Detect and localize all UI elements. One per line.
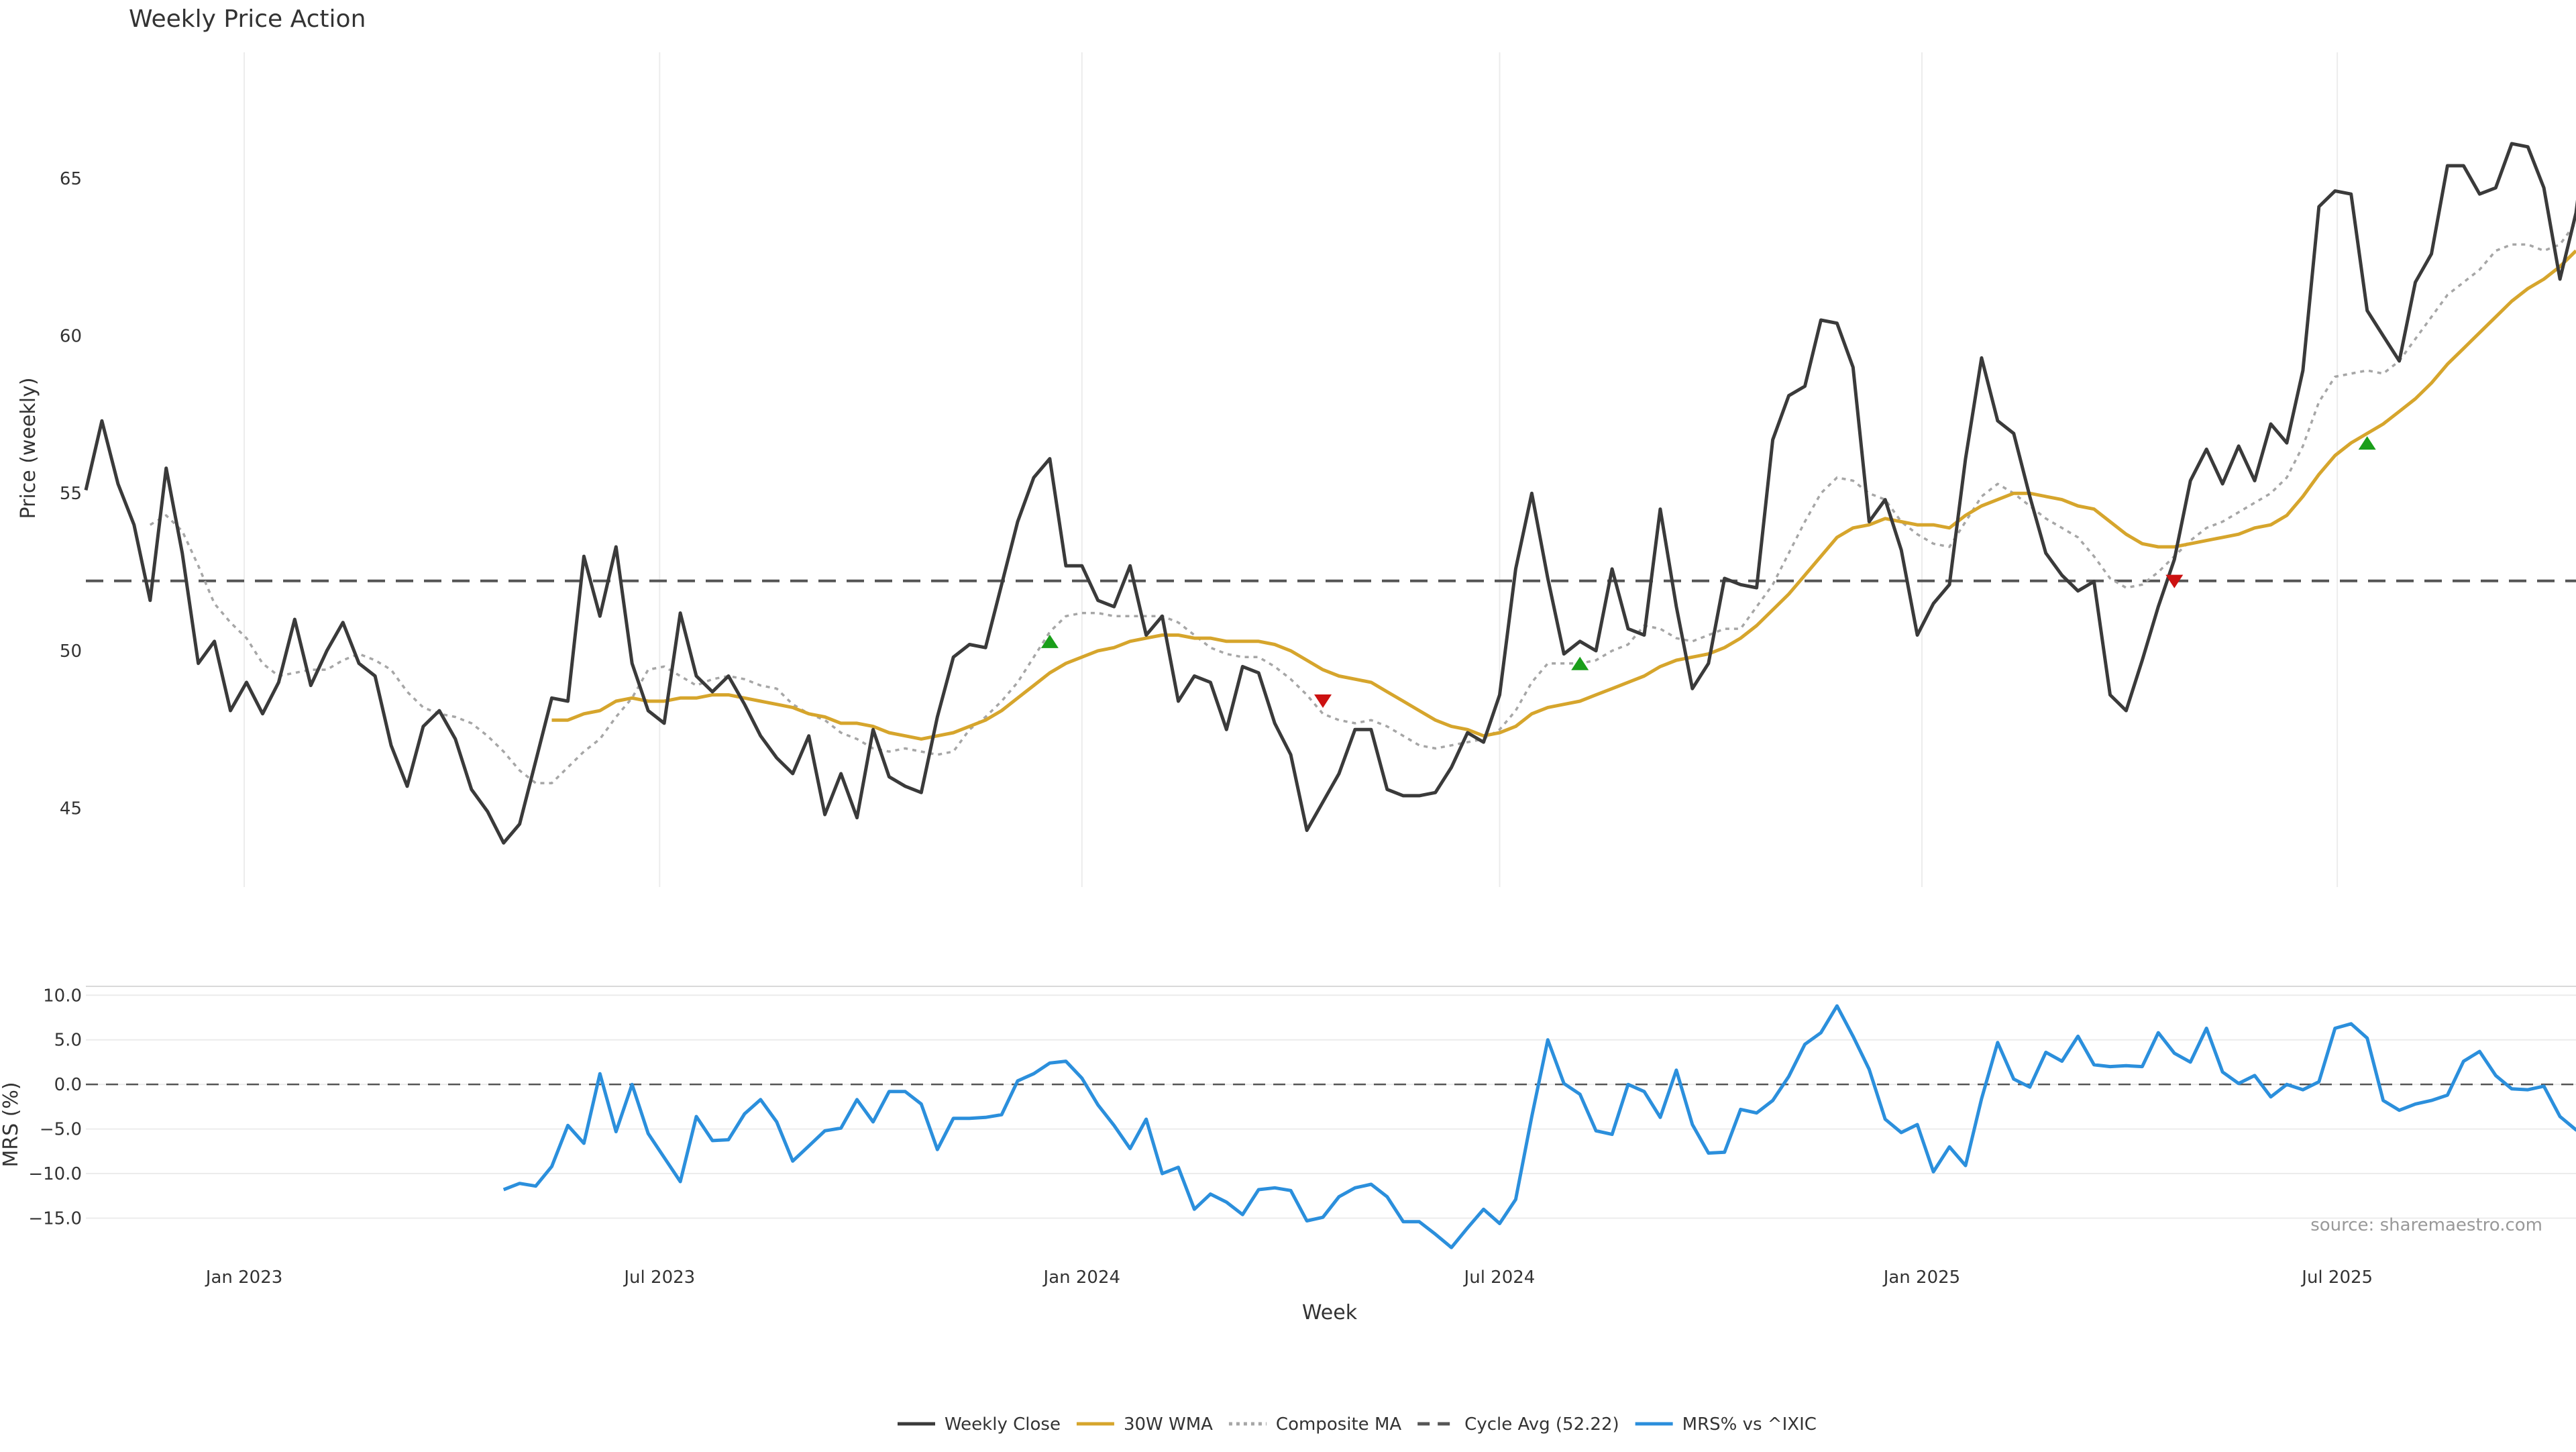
price-y-tick-label: 50 [60, 641, 82, 662]
x-tick-label: Jan 2025 [1882, 1267, 1961, 1288]
legend-item-label: MRS% vs ^IXIC [1682, 1414, 1817, 1435]
price-y-tick-label: 60 [60, 326, 82, 346]
legend-item-label: Composite MA [1276, 1414, 1401, 1435]
price-y-tick-label: 65 [60, 169, 82, 189]
buy-signal-marker [1571, 657, 1589, 670]
x-tick-label: Jul 2025 [2300, 1267, 2373, 1288]
mrs-y-tick-label: 5.0 [54, 1031, 82, 1051]
x-axis-ticks: Jan 2023 Jul 2023 Jan 2024 Jul 2024 Jan 2025… [205, 1267, 2373, 1288]
chart-title: Weekly Price Action [129, 5, 366, 33]
mrs-series-layer [504, 1006, 2576, 1247]
x-axis-title: Week [1302, 1301, 1358, 1325]
legend-item-label: 30W WMA [1124, 1414, 1213, 1435]
mrs-y-ticks: 10.0 5.0 0.0 −5.0 −10.0 −15.0 [28, 986, 82, 1229]
x-tick-label: Jan 2023 [205, 1267, 283, 1288]
mrs-grid [86, 986, 2576, 1218]
mrs-y-axis-title: MRS (%) [0, 1082, 23, 1167]
wma-30w-line [552, 251, 2576, 739]
legend-item-label: Cycle Avg (52.22) [1464, 1414, 1619, 1435]
legend: Weekly Close 30W WMA Composite MA Cycle Avg… [898, 1414, 1817, 1435]
x-tick-label: Jul 2024 [1463, 1267, 1536, 1288]
weekly-close-line [86, 87, 2576, 843]
mrs-y-tick-label: 0.0 [54, 1075, 82, 1095]
composite-ma-line [150, 223, 2576, 784]
price-y-axis-title: Price (weekly) [17, 377, 40, 519]
mrs-line [504, 1006, 2576, 1247]
price-y-tick-label: 45 [60, 799, 82, 819]
x-tick-label: Jan 2024 [1042, 1267, 1121, 1288]
x-tick-label: Jul 2023 [623, 1267, 695, 1288]
mrs-y-tick-label: −10.0 [28, 1164, 82, 1184]
mrs-y-tick-label: −5.0 [40, 1120, 82, 1140]
price-series-layer [86, 87, 2576, 843]
legend-item-label: Weekly Close [945, 1414, 1061, 1435]
mrs-y-tick-label: −15.0 [28, 1208, 82, 1229]
mrs-y-tick-label: 10.0 [43, 986, 82, 1006]
price-y-ticks: 45 50 55 60 65 [60, 169, 82, 819]
source-note: source: sharemaestro.com [2310, 1215, 2542, 1235]
price-y-tick-label: 55 [60, 484, 82, 504]
